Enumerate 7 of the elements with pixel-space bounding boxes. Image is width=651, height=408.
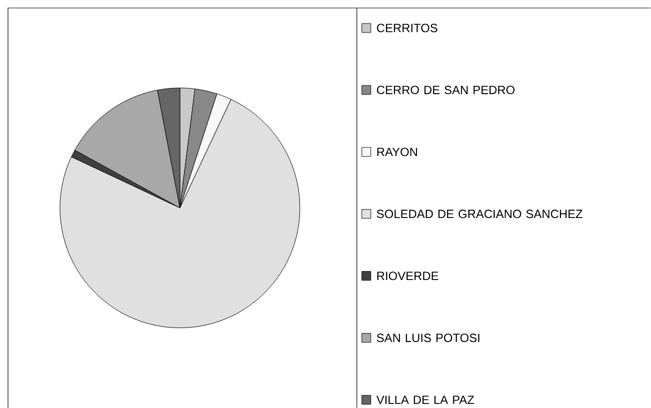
- legend-label: CERRO DE SAN PEDRO: [376, 86, 515, 94]
- legend-label: SAN LUIS POTOSI: [376, 334, 480, 342]
- legend-label: RIOVERDE: [377, 272, 438, 280]
- legend-label: SOLEDAD DE GRACIANO SANCHEZ: [376, 210, 582, 218]
- legend-label: CERRITOS: [376, 24, 438, 32]
- legend-label: RAYON: [377, 148, 417, 156]
- legend-label: VILLA DE LA PAZ: [376, 396, 474, 404]
